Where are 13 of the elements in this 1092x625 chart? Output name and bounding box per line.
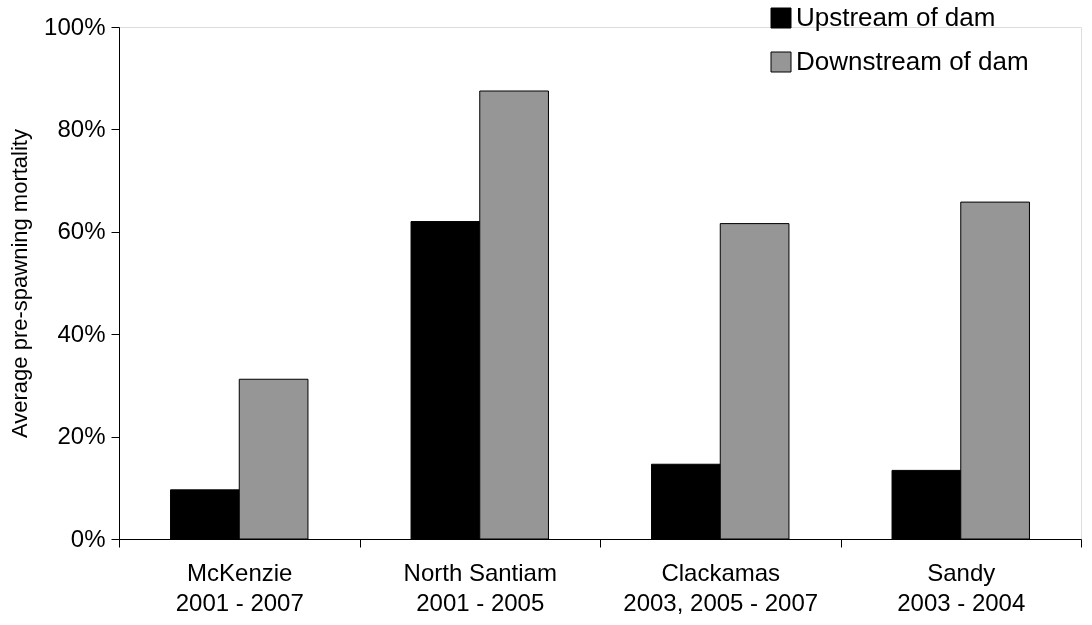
y-tick-label: 0%	[70, 524, 106, 552]
x-tick-label: Sandy 2003 - 2004	[897, 558, 1026, 616]
x-tick-label: Clackamas 2003, 2005 - 2007	[623, 558, 819, 616]
y-tick-label: 20%	[57, 422, 106, 450]
x-tick-label: North Santiam 2001 - 2005	[403, 558, 557, 616]
y-axis-title: Average pre-spawning mortality	[7, 129, 33, 438]
y-tick-label: 60%	[57, 217, 106, 245]
y-tick-label: 40%	[57, 319, 106, 347]
x-tick-label: McKenzie 2001 - 2007	[175, 558, 304, 616]
y-tick-label: 80%	[57, 114, 106, 142]
legend-label: Downstream of dam	[796, 46, 1029, 76]
y-tick-label: 100%	[44, 12, 106, 40]
legend-label: Upstream of dam	[796, 2, 996, 32]
